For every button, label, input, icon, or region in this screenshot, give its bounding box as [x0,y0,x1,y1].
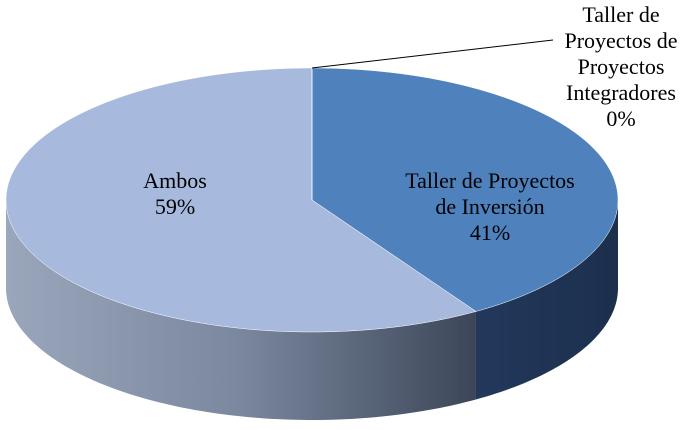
slice-label: Ambos 59% [100,168,250,220]
slice-name: Ambos [143,168,207,193]
slice-label: Taller de Proyectos de Proyectos Integra… [540,2,699,132]
slice-percent: 59% [154,194,196,219]
slice-label: Taller de Proyectos de Inversión 41% [405,168,575,246]
pie-side [475,200,618,400]
pie-slice [5,67,477,333]
slice-name: Taller de Proyectos de Inversión [405,168,575,219]
pie-side [6,200,476,420]
slice-percent: 0% [606,106,636,131]
leader-line [311,39,554,69]
slice-percent: 41% [469,220,511,245]
slice-name: Taller de Proyectos de Proyectos Integra… [564,2,678,105]
pie-slice [311,67,619,312]
